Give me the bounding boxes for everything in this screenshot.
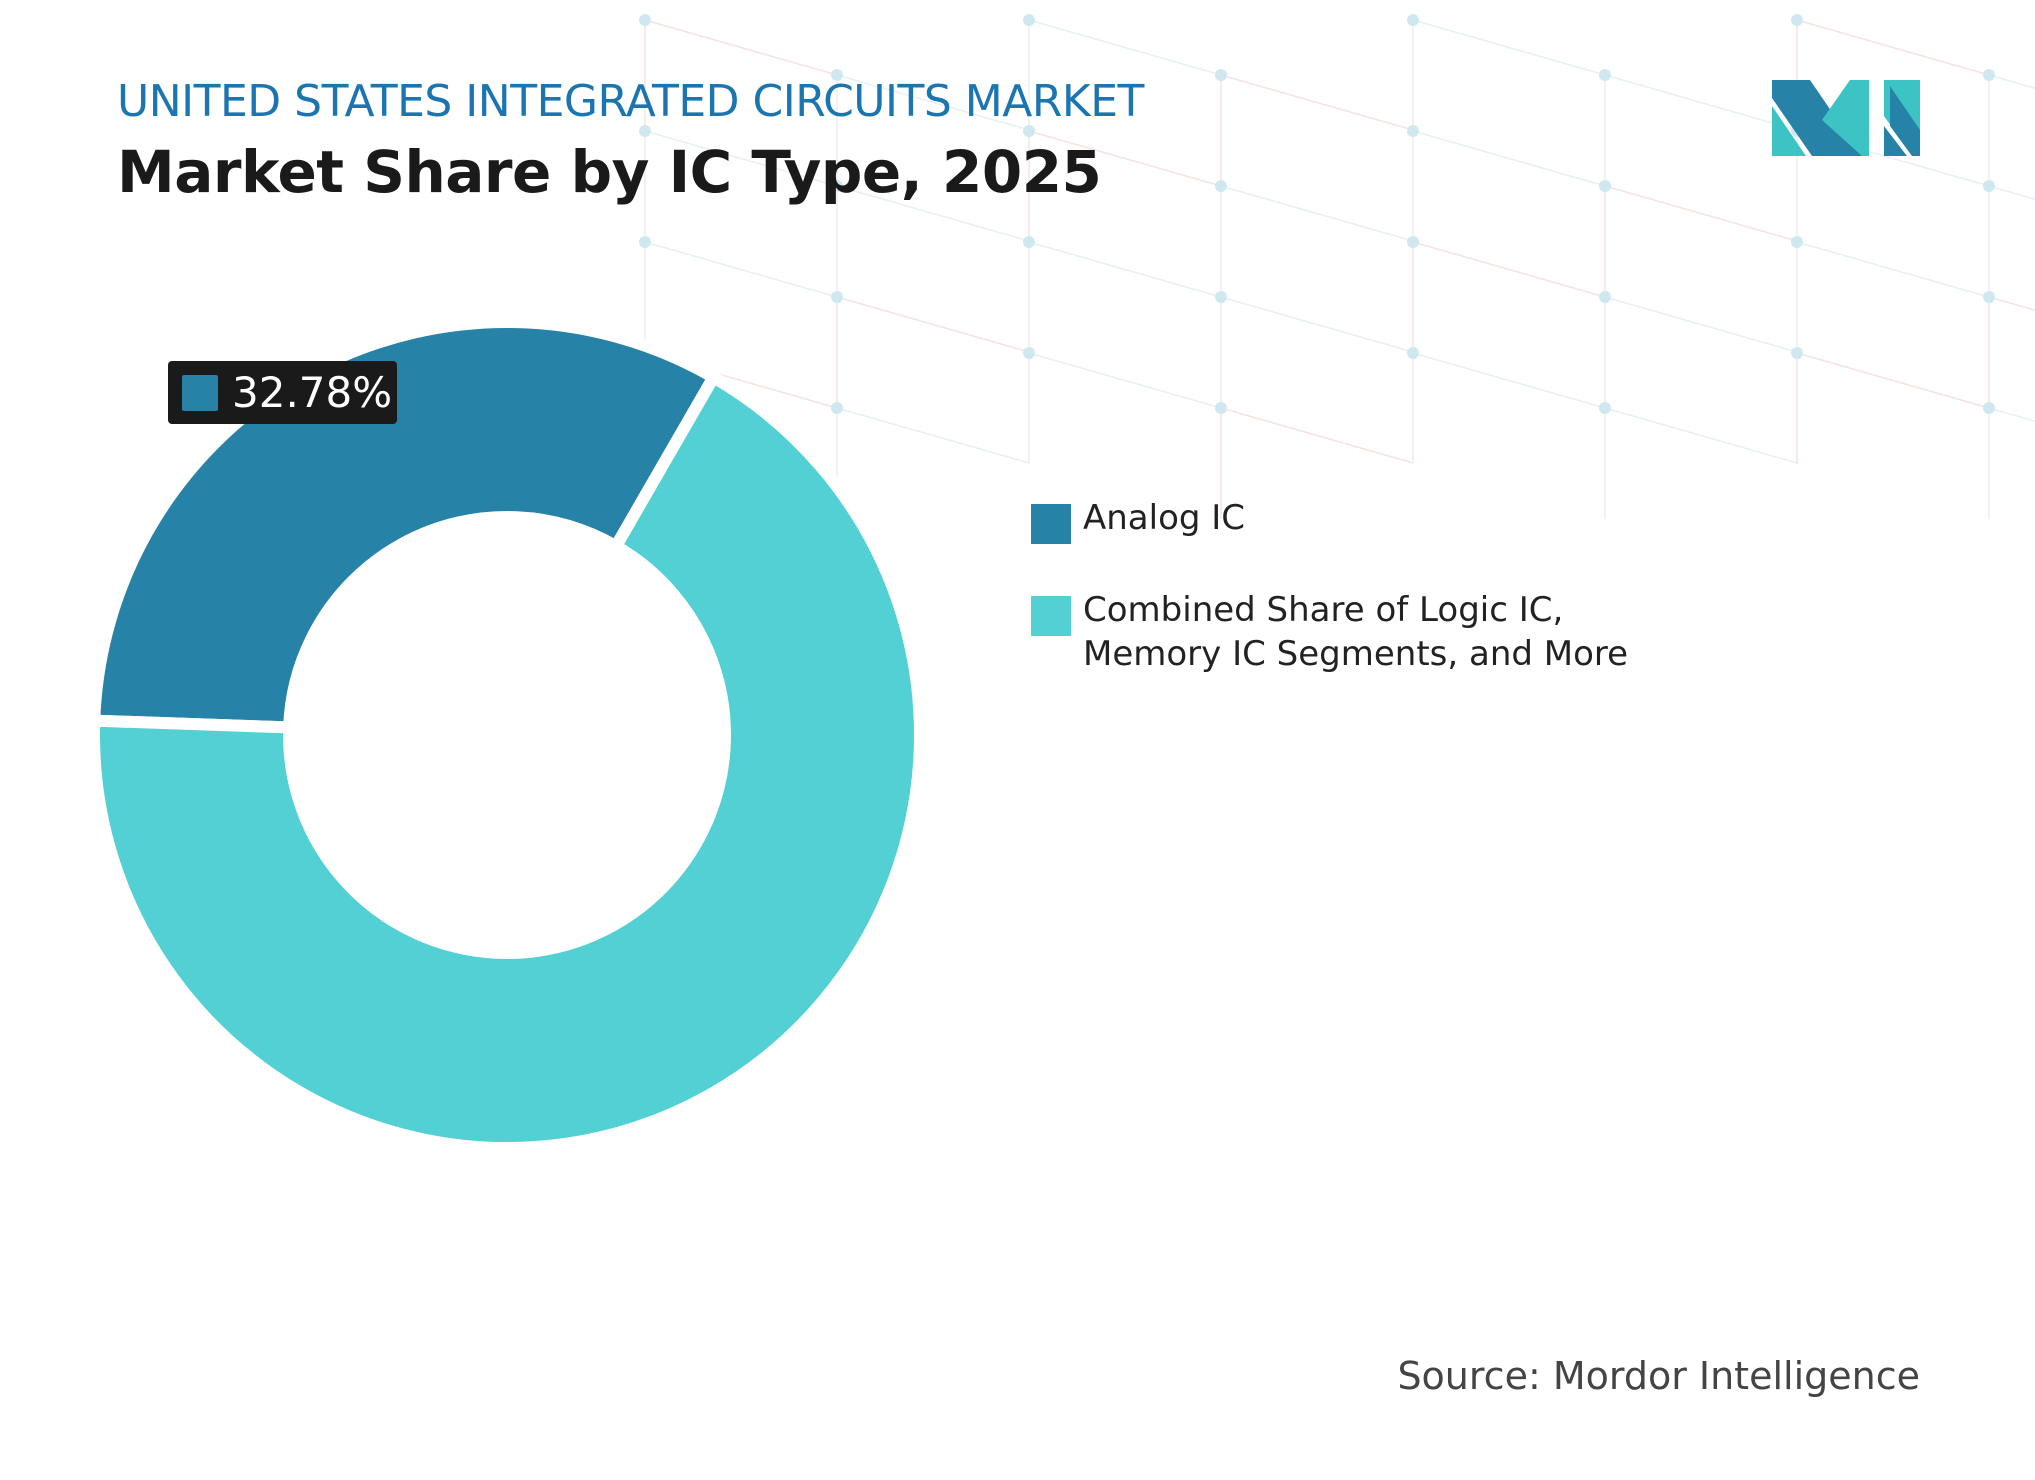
chart-kicker: UNITED STATES INTEGRATED CIRCUITS MARKET <box>117 76 1144 127</box>
pattern-line <box>836 296 1030 353</box>
pattern-line <box>1028 352 1222 409</box>
pattern-dot <box>1215 291 1227 303</box>
donut-slice-1 <box>88 369 926 1154</box>
pattern-line <box>644 130 838 187</box>
pattern-line <box>836 407 1030 464</box>
data-label-analog: 32.78% <box>168 361 397 424</box>
pattern-dot <box>1407 347 1419 359</box>
pattern-dot <box>1791 14 1803 26</box>
pattern-dot <box>1407 14 1419 26</box>
pattern-line <box>1988 185 2035 200</box>
pattern-dot <box>1791 236 1803 248</box>
pattern-dot <box>1023 347 1035 359</box>
pattern-dot <box>1983 69 1995 81</box>
data-label-value: 32.78% <box>232 368 393 417</box>
legend-swatch <box>1031 596 1071 636</box>
pattern-dot <box>1407 236 1419 248</box>
pattern-line <box>1028 19 1222 76</box>
pattern-dot <box>831 180 843 192</box>
legend-item-analog: Analog IC <box>1031 496 1683 544</box>
pattern-dot <box>1791 347 1803 359</box>
pattern-dot <box>1599 69 1611 81</box>
pattern-dot <box>1983 180 1995 192</box>
pattern-dot <box>1023 236 1035 248</box>
pattern-line <box>644 241 838 298</box>
pattern-line <box>1412 352 1606 409</box>
pattern-line <box>1412 130 1606 187</box>
pattern-dot <box>1983 402 1995 414</box>
pattern-line <box>1028 130 1222 187</box>
pattern-dot <box>1215 69 1227 81</box>
pattern-dot <box>639 14 651 26</box>
pattern-line <box>1988 296 2035 311</box>
pattern-line <box>1988 407 2035 422</box>
pattern-dot <box>1023 125 1035 137</box>
pattern-line <box>1220 74 1414 131</box>
pattern-dot <box>1215 402 1227 414</box>
data-label-swatch <box>182 374 218 411</box>
pattern-dot <box>1983 291 1995 303</box>
legend-swatch <box>1031 504 1071 544</box>
pattern-line <box>1796 19 1990 76</box>
legend-label: Combined Share of Logic IC, Memory IC Se… <box>1083 590 1629 674</box>
pattern-line <box>644 19 838 76</box>
pattern-line <box>1604 185 1798 242</box>
pattern-line <box>1412 241 1606 298</box>
pattern-dot <box>1407 125 1419 137</box>
pattern-dot <box>831 69 843 81</box>
mordor-logo <box>1772 80 1920 156</box>
pattern-dot <box>639 125 651 137</box>
pattern-line <box>1220 185 1414 242</box>
pattern-dot <box>1599 291 1611 303</box>
pattern-line <box>1604 407 1798 464</box>
pattern-dot <box>831 402 843 414</box>
pattern-line <box>1796 241 1990 298</box>
pattern-dot <box>1599 402 1611 414</box>
pattern-line <box>1412 19 1606 76</box>
pattern-line <box>1988 74 2035 89</box>
pattern-dot <box>831 291 843 303</box>
legend-label: Analog IC <box>1083 498 1246 538</box>
chart-title: Market Share by IC Type, 2025 <box>117 138 1102 206</box>
pattern-dot <box>1215 180 1227 192</box>
pattern-dot <box>1023 14 1035 26</box>
legend: Analog IC Combined Share of Logic IC, Me… <box>1031 496 1683 720</box>
pattern-line <box>836 74 1030 131</box>
pattern-line <box>1604 74 1798 131</box>
pattern-dot <box>1599 180 1611 192</box>
pattern-dot <box>639 236 651 248</box>
source-note: Source: Mordor Intelligence <box>1397 1354 1920 1398</box>
pattern-line <box>1220 296 1414 353</box>
pattern-line <box>836 185 1030 242</box>
pattern-line <box>1796 352 1990 409</box>
legend-item-combined: Combined Share of Logic IC, Memory IC Se… <box>1031 588 1683 676</box>
pattern-line <box>1220 407 1414 464</box>
pattern-line <box>1028 241 1222 298</box>
pattern-line <box>1604 296 1798 353</box>
